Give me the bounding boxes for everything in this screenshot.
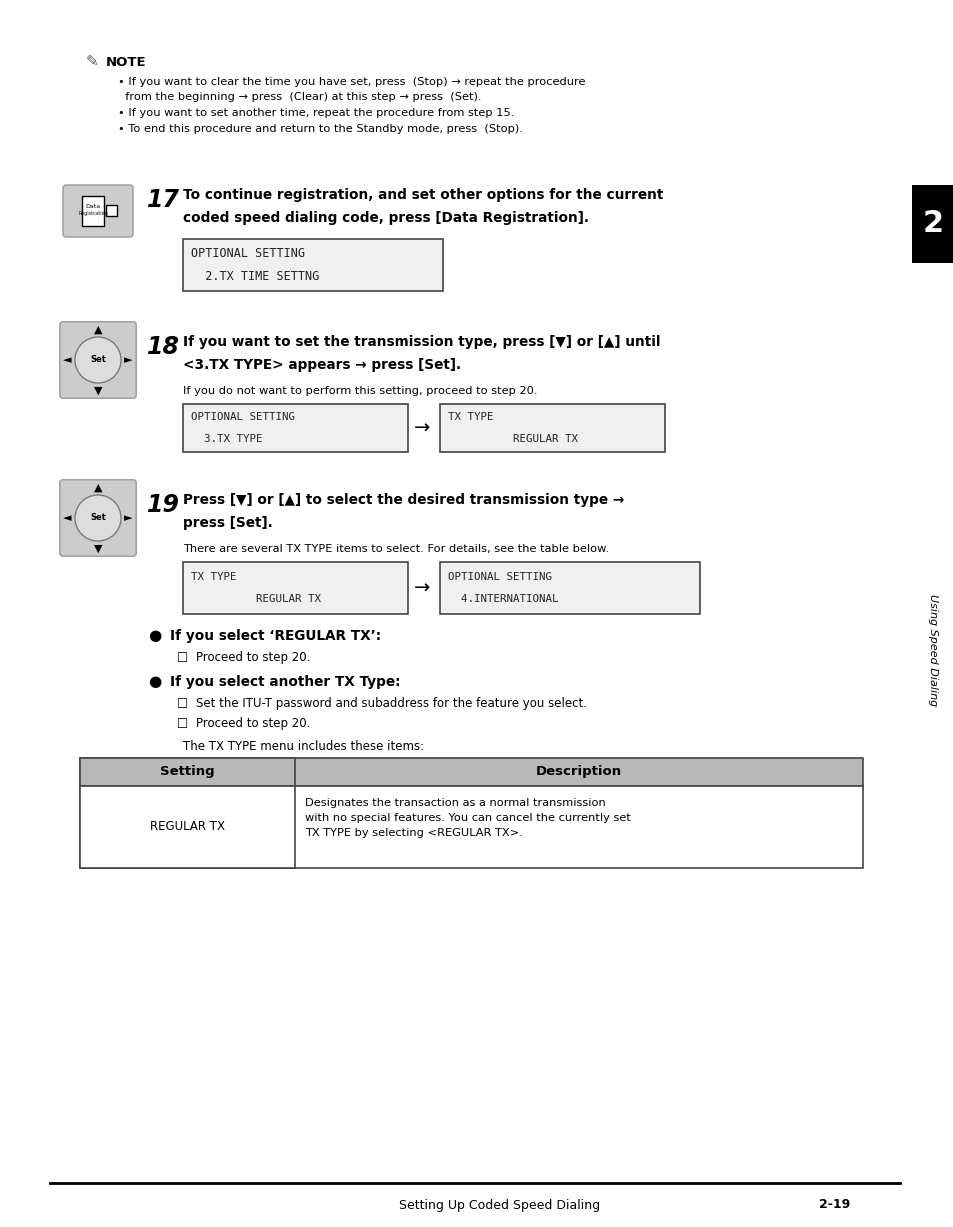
Bar <box>80 758 294 787</box>
Text: Set the ITU-T password and subaddress for the feature you select.: Set the ITU-T password and subaddress fo… <box>195 697 586 710</box>
Bar <box>439 562 700 614</box>
Text: REGULAR TX: REGULAR TX <box>191 594 320 605</box>
Text: 19: 19 <box>147 493 180 517</box>
Text: ●: ● <box>149 675 161 690</box>
Bar <box>80 787 294 867</box>
Text: 2-19: 2-19 <box>819 1199 850 1211</box>
Bar <box>183 562 408 614</box>
Text: ☐: ☐ <box>177 718 189 730</box>
Text: Press [▼] or [▲] to select the desired transmission type →: Press [▼] or [▲] to select the desired t… <box>183 493 623 507</box>
Bar <box>911 185 953 263</box>
Text: Set: Set <box>90 514 106 523</box>
Text: Set: Set <box>90 356 106 364</box>
Text: • If you want to set another time, repeat the procedure from step 15.: • If you want to set another time, repea… <box>118 108 514 118</box>
Text: If you select another TX Type:: If you select another TX Type: <box>170 675 400 690</box>
Bar <box>183 239 442 291</box>
Text: • If you want to clear the time you have set, press  (Stop) → repeat the procedu: • If you want to clear the time you have… <box>118 77 585 87</box>
Text: • To end this procedure and return to the Standby mode, press  (Stop).: • To end this procedure and return to th… <box>118 124 522 134</box>
Text: →: → <box>414 418 430 438</box>
Text: <3.TX TYPE> appears → press [Set].: <3.TX TYPE> appears → press [Set]. <box>183 358 460 372</box>
Text: 2.TX TIME SETTNG: 2.TX TIME SETTNG <box>191 270 319 283</box>
Text: If you do not want to perform this setting, proceed to step 20.: If you do not want to perform this setti… <box>183 387 537 396</box>
Text: TX TYPE: TX TYPE <box>191 572 236 582</box>
FancyBboxPatch shape <box>60 321 136 399</box>
Text: Setting Up Coded Speed Dialing: Setting Up Coded Speed Dialing <box>399 1199 600 1211</box>
Text: Setting: Setting <box>160 766 214 778</box>
FancyBboxPatch shape <box>63 185 132 237</box>
Text: ►: ► <box>124 355 132 364</box>
Text: OPTIONAL SETTING: OPTIONAL SETTING <box>448 572 552 582</box>
Bar <box>80 787 862 867</box>
Bar <box>80 758 862 787</box>
Text: 18: 18 <box>147 335 180 360</box>
Text: Description: Description <box>536 766 621 778</box>
Text: Proceed to step 20.: Proceed to step 20. <box>195 652 310 665</box>
Circle shape <box>75 337 121 383</box>
Text: ▲: ▲ <box>93 482 102 492</box>
Text: ▼: ▼ <box>93 544 102 553</box>
Text: ◄: ◄ <box>63 513 71 523</box>
Text: coded speed dialing code, press [Data Registration].: coded speed dialing code, press [Data Re… <box>183 211 588 225</box>
Text: The TX TYPE menu includes these items:: The TX TYPE menu includes these items: <box>183 740 424 752</box>
Text: ☐: ☐ <box>177 697 189 710</box>
Text: 4.INTERNATIONAL: 4.INTERNATIONAL <box>448 594 558 605</box>
Text: To continue registration, and set other options for the current: To continue registration, and set other … <box>183 188 662 202</box>
Text: If you select ‘REGULAR TX’:: If you select ‘REGULAR TX’: <box>170 629 381 643</box>
Text: ▼: ▼ <box>93 385 102 395</box>
Text: Using Speed Dialing: Using Speed Dialing <box>927 594 937 706</box>
FancyBboxPatch shape <box>60 480 136 556</box>
Text: OPTIONAL SETTING: OPTIONAL SETTING <box>191 412 294 422</box>
Text: ✎: ✎ <box>86 54 98 70</box>
Text: Data: Data <box>86 204 100 209</box>
Text: ☐: ☐ <box>177 652 189 665</box>
Text: If you want to set the transmission type, press [▼] or [▲] until: If you want to set the transmission type… <box>183 335 659 348</box>
Text: ►: ► <box>124 513 132 523</box>
Text: from the beginning → press  (Clear) at this step → press  (Set).: from the beginning → press (Clear) at th… <box>118 92 481 102</box>
Text: 17: 17 <box>147 188 180 212</box>
Text: REGULAR TX: REGULAR TX <box>150 821 225 833</box>
Text: NOTE: NOTE <box>106 55 147 69</box>
Text: OPTIONAL SETTING: OPTIONAL SETTING <box>191 247 305 260</box>
Bar <box>183 404 408 452</box>
Text: Registration: Registration <box>78 211 108 216</box>
Text: ◄: ◄ <box>63 355 71 364</box>
Bar <box>439 404 664 452</box>
Text: Designates the transaction as a normal transmission
with no special features. Yo: Designates the transaction as a normal t… <box>305 798 630 838</box>
Text: ●: ● <box>149 628 161 643</box>
Text: TX TYPE: TX TYPE <box>448 412 493 422</box>
Bar <box>82 196 104 226</box>
Text: REGULAR TX: REGULAR TX <box>448 433 578 443</box>
Text: 2: 2 <box>922 210 943 238</box>
Text: ▲: ▲ <box>93 325 102 335</box>
Text: →: → <box>414 578 430 598</box>
Circle shape <box>75 494 121 541</box>
Text: Proceed to step 20.: Proceed to step 20. <box>195 718 310 730</box>
Text: There are several TX TYPE items to select. For details, see the table below.: There are several TX TYPE items to selec… <box>183 544 608 555</box>
Text: 3.TX TYPE: 3.TX TYPE <box>191 433 262 443</box>
Text: press [Set].: press [Set]. <box>183 517 273 530</box>
Bar <box>106 205 117 216</box>
